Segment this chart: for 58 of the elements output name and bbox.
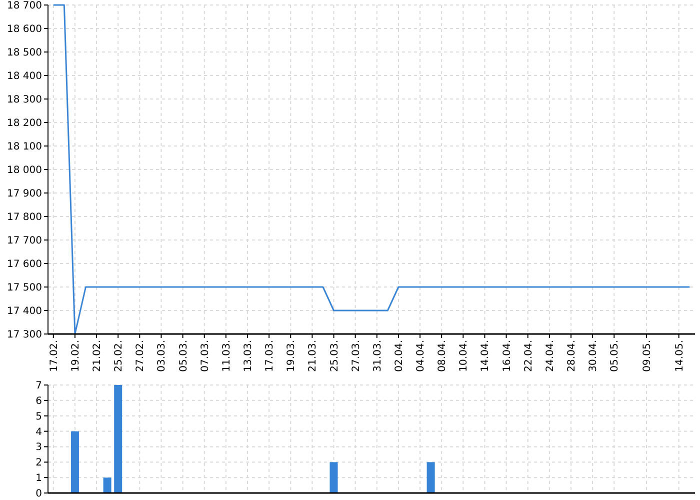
x-tick-label: 27.03. (350, 340, 362, 372)
x-tick-label: 31.03. (372, 340, 384, 372)
y-tick-label: 18 500 (7, 48, 42, 58)
bar (330, 462, 338, 493)
x-tick-label: 21.02. (92, 340, 104, 372)
y-tick-label: 18 100 (7, 142, 42, 152)
x-tick-label: 10.04. (458, 340, 470, 372)
x-tick-label: 07.03. (200, 340, 211, 372)
y-tick-label: 7 (36, 380, 42, 392)
y-tick-label: 18 200 (7, 118, 42, 129)
y-tick-label: 17 700 (7, 236, 42, 246)
y-tick-label: 2 (36, 458, 42, 469)
x-tick-label: 03.03. (156, 340, 168, 372)
x-tick-label: 30.04. (588, 340, 600, 372)
x-tick-label: 04.04. (416, 340, 427, 372)
y-tick-label: 6 (36, 396, 42, 407)
x-tick-label: 24.04. (544, 340, 556, 372)
y-tick-label: 17 500 (7, 282, 42, 294)
y-tick-label: 4 (36, 426, 42, 438)
x-tick-label: 13.03. (242, 340, 254, 372)
y-tick-label: 18 400 (7, 71, 42, 82)
y-tick-label: 0 (36, 488, 42, 500)
x-tick-label: 19.02. (70, 340, 82, 372)
y-tick-label: 1 (36, 473, 42, 484)
x-tick-label: 17.02. (48, 340, 60, 372)
x-tick-label: 21.03. (308, 340, 319, 372)
x-tick-label: 19.03. (286, 340, 298, 372)
bar (103, 478, 112, 493)
y-tick-label: 17 900 (7, 188, 42, 200)
x-tick-label: 09.05. (642, 340, 653, 372)
x-tick-label: 25.03. (329, 340, 340, 372)
y-tick-label: 17 400 (7, 306, 42, 317)
x-tick-label: 25.02. (114, 340, 125, 372)
x-tick-label: 11.03. (221, 340, 232, 372)
x-tick-label: 22.04. (523, 340, 534, 372)
y-tick-label: 17 300 (7, 330, 42, 340)
y-tick-label: 18 700 (7, 0, 42, 12)
y-tick-label: 18 000 (7, 165, 42, 176)
y-tick-label: 5 (36, 411, 42, 422)
bar (426, 462, 435, 493)
y-tick-label: 3 (36, 442, 42, 454)
bar (70, 431, 79, 493)
x-tick-label: 14.04. (480, 340, 492, 372)
y-tick-label: 17 800 (7, 212, 42, 223)
y-tick-label: 18 600 (7, 24, 42, 35)
x-tick-label: 16.04. (502, 340, 513, 372)
x-tick-label: 05.05. (610, 340, 621, 372)
x-tick-label: 02.04. (394, 340, 405, 372)
x-tick-label: 17.03. (264, 340, 276, 372)
x-tick-label: 05.03. (178, 340, 190, 372)
y-tick-label: 18 300 (7, 94, 42, 106)
bar (114, 385, 122, 493)
y-tick-label: 17 600 (7, 259, 42, 270)
x-tick-label: 27.02. (135, 340, 146, 372)
x-tick-label: 14.05. (674, 340, 686, 372)
line-series (52, 4, 690, 335)
x-tick-label: 08.04. (437, 340, 448, 372)
x-tick-label: 28.04. (566, 340, 578, 372)
